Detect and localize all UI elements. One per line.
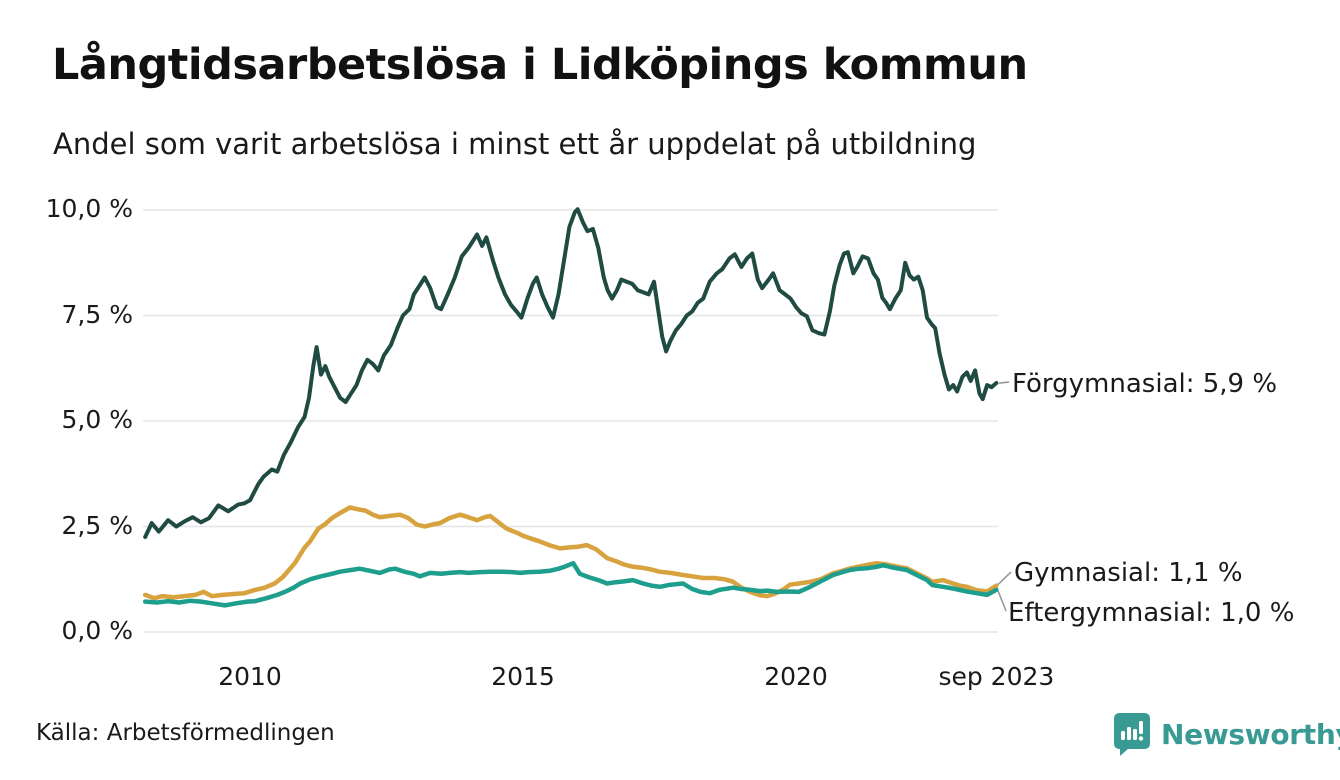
x-tick-label: 2020 <box>764 662 828 691</box>
y-tick-label: 0,0 % <box>61 616 133 645</box>
y-tick-label: 10,0 % <box>45 194 133 223</box>
y-tick-label: 2,5 % <box>61 510 133 540</box>
series-line-gymnasial <box>142 505 999 601</box>
newsworthy-logo-icon <box>1113 711 1151 757</box>
label-connector <box>997 590 1007 612</box>
newsworthy-brand-text: Newsworthy <box>1161 717 1340 751</box>
page-subtitle: Andel som varit arbetslösa i minst ett å… <box>53 127 977 161</box>
source-note: Källa: Arbetsförmedlingen <box>36 720 335 746</box>
series-label-forgymnasial: Förgymnasial: 5,9 % <box>1012 369 1278 399</box>
series-label-eftergymnasial: Eftergymnasial: 1,0 % <box>1008 598 1295 628</box>
y-tick-label: 5,0 % <box>61 405 133 434</box>
y-tick-label: 7,5 % <box>61 299 133 329</box>
page-title: Långtidsarbetslösa i Lidköpings kommun <box>52 40 1028 90</box>
series-label-gymnasial: Gymnasial: 1,1 % <box>1014 558 1243 588</box>
label-connector <box>998 381 1010 384</box>
x-tick-label: sep 2023 <box>938 662 1055 691</box>
series-line-eftergymnasial <box>142 560 999 608</box>
label-connector <box>997 571 1012 586</box>
series-line-forgymnasial <box>143 207 999 539</box>
newsworthy-brand-link[interactable]: Newsworthy <box>1113 711 1340 757</box>
x-tick-label: 2010 <box>218 662 282 691</box>
x-tick-label: 2015 <box>491 662 555 691</box>
